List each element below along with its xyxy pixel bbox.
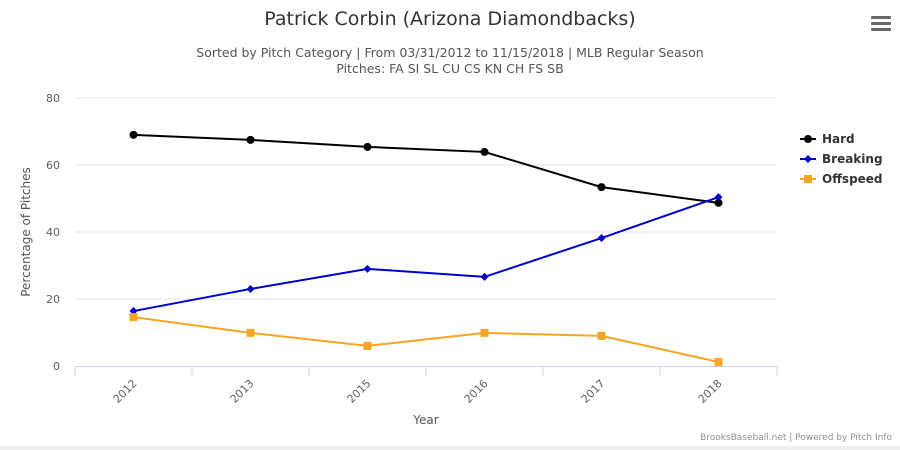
legend-item-hard[interactable]: Hard [800,132,855,146]
series-breaking [129,193,723,316]
data-point[interactable] [129,130,138,139]
data-point[interactable] [363,341,372,350]
bottom-bar [0,446,900,450]
legend-label: Offspeed [822,172,883,186]
chart-title: Patrick Corbin (Arizona Diamondbacks) [264,8,636,30]
x-tick-label: 2015 [345,377,374,406]
y-tick-label: 0 [53,360,60,373]
series-offspeed [129,313,723,366]
data-point[interactable] [714,198,723,207]
legend-marker[interactable] [804,155,812,163]
series-line [133,133,719,204]
data-point[interactable] [129,313,138,322]
x-tick-label: 2018 [696,377,725,406]
y-axis-ticks: 0 20 40 60 80 [46,92,60,373]
subtitle-line-1: Sorted by Pitch Category | From 03/31/20… [196,45,704,60]
hamburger-icon[interactable] [871,16,891,32]
data-point[interactable] [129,307,138,316]
data-point[interactable] [363,264,372,273]
data-point[interactable] [597,183,606,192]
y-tick-label: 80 [46,92,60,105]
legend-label: Hard [822,132,855,146]
y-tick-label: 20 [46,293,60,306]
data-point[interactable] [714,193,723,202]
grid-lines [75,97,777,300]
series-line [133,316,719,363]
legend-marker[interactable] [804,135,812,143]
x-tick-label: 2012 [111,377,140,406]
data-point[interactable] [480,147,489,156]
data-point[interactable] [480,328,489,337]
series-line [133,196,719,313]
y-tick-label: 60 [46,159,60,172]
legend: Hard Breaking Offspeed [800,132,883,186]
chart-subtitle: Sorted by Pitch Category | From 03/31/20… [0,45,900,77]
data-point[interactable] [714,357,723,366]
data-point[interactable] [246,328,255,337]
data-point[interactable] [246,135,255,144]
x-axis-label: Year [412,413,438,427]
legend-item-breaking[interactable]: Breaking [800,152,883,166]
data-point[interactable] [480,272,489,281]
data-point[interactable] [597,331,606,340]
data-point[interactable] [246,284,255,293]
data-point[interactable] [597,234,606,243]
x-tick-label: 2013 [228,377,257,406]
series-group [129,130,723,366]
credits-link[interactable]: BrooksBaseball.net | Powered by Pitch In… [700,433,892,443]
legend-label: Breaking [822,152,883,166]
subtitle-line-2: Pitches: FA SI SL CU CS KN CH FS SB [336,61,564,76]
data-point[interactable] [363,142,372,151]
x-tick-label: 2016 [462,377,491,406]
y-tick-label: 40 [46,226,60,239]
x-tick-label: 2017 [579,377,608,406]
legend-marker[interactable] [804,175,812,183]
y-axis-label: Percentage of Pitches [19,167,33,297]
series-hard [129,130,723,207]
x-axis: 2012 2013 2015 2016 2017 2018 [74,366,778,406]
legend-item-offspeed[interactable]: Offspeed [800,172,883,186]
